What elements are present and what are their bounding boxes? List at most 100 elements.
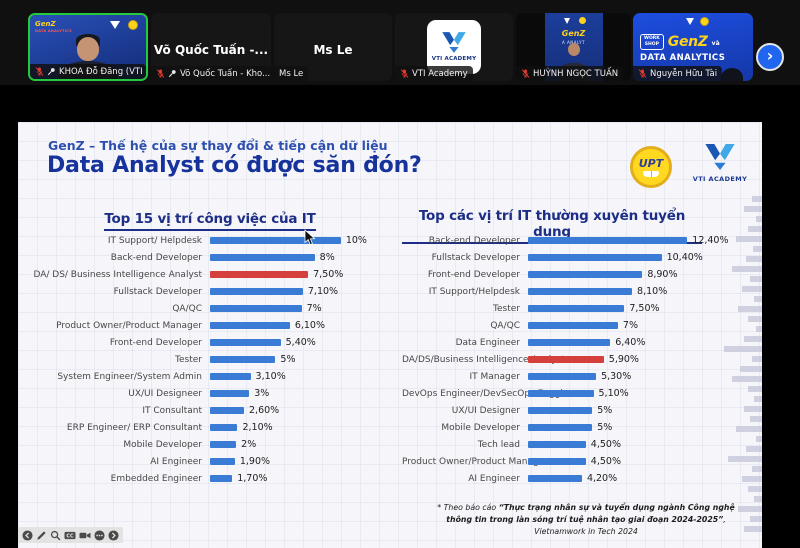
participant-name: KHOA Đỗ Đăng (VTI ...	[59, 66, 146, 77]
chart-row: IT Consultant 2,60%	[32, 402, 388, 419]
chart-row: QA/QC 7%	[402, 317, 758, 334]
bar	[210, 305, 302, 312]
value-label: 6,10%	[294, 320, 325, 331]
category-label: IT Consultant	[142, 405, 202, 416]
muted-mic-icon	[156, 69, 165, 78]
bar	[210, 339, 281, 346]
camera-icon[interactable]	[79, 530, 91, 541]
svg-text:CC: CC	[66, 533, 74, 539]
next-participants-button[interactable]: ›	[756, 43, 784, 71]
muted-mic-icon	[35, 67, 44, 76]
value-label: 5%	[597, 405, 613, 416]
pin-icon	[47, 68, 55, 76]
bar	[210, 237, 341, 244]
backdrop-brand-subtext: DATA ANALYTICS	[35, 29, 72, 33]
category-label: IT Support/Helpdesk	[428, 286, 520, 297]
category-label: Product Owner/Product Manager	[402, 456, 548, 467]
banner-va-text: và	[711, 40, 720, 47]
pen-icon[interactable]	[36, 530, 47, 541]
bar	[528, 475, 582, 482]
forward-icon[interactable]	[108, 529, 119, 541]
chart-row: Fullstack Developer 7,10%	[32, 283, 388, 300]
bar	[528, 424, 593, 431]
attendee-head-silhouette	[721, 68, 743, 81]
category-label: Product Owner/Product Manager	[56, 320, 202, 331]
more-icon[interactable]	[94, 529, 105, 541]
vti-academy-logo: VTI ACADEMY	[688, 144, 752, 183]
value-label: 12,40%	[692, 235, 729, 246]
category-label: Mobile Developer	[123, 439, 202, 450]
cc-icon[interactable]: CC	[64, 530, 76, 541]
slide-kicker: GenZ – Thế hệ của sự thay đổi & tiếp cận…	[48, 138, 388, 153]
chart-row: DA/ DS/ Business Intelligence Analyst 7,5…	[32, 266, 388, 283]
zoom-icon[interactable]	[50, 530, 61, 541]
upt-logo: UPT	[630, 146, 672, 188]
value-label: 3%	[254, 388, 270, 399]
value-label: 8,90%	[647, 269, 678, 280]
value-label: 7%	[306, 303, 322, 314]
bar	[210, 356, 276, 363]
value-label: 2,60%	[249, 405, 280, 416]
value-label: 5%	[597, 422, 613, 433]
chart-rows: Back-end Developer 12,40% Fullstack Develo…	[402, 232, 758, 487]
chart-row: QA/QC 7%	[32, 300, 388, 317]
category-label: DevOps Engineer/DevSecOps Enggineer	[402, 388, 584, 399]
presenter-face	[77, 37, 99, 61]
value-label: 5,30%	[601, 371, 632, 382]
value-label: 1,70%	[237, 473, 268, 484]
bar	[528, 373, 597, 380]
category-label: Tester	[493, 303, 520, 314]
bar	[210, 458, 235, 465]
value-label: 4,50%	[590, 439, 621, 450]
value-label: 4,20%	[586, 473, 618, 484]
backdrop-brand-text: GenZ	[35, 20, 56, 28]
chart-title: Top 15 vị trí công việc của IT	[104, 211, 316, 231]
vti-logo-icon	[442, 32, 466, 53]
bar	[528, 322, 618, 329]
chart-row: Product Owner/Product Manager 4,50%	[402, 453, 758, 470]
bar	[210, 424, 238, 431]
vti-logo-text: VTI ACADEMY	[431, 56, 477, 62]
value-label: 7,50%	[629, 303, 660, 314]
participant-tile-nguyen-huu-tai[interactable]: WORK SHOP GenZ và DATA ANALYTICS Nguyễn H…	[633, 13, 753, 81]
value-label: 8,10%	[637, 286, 668, 297]
chart-row: Data Engineer 6,40%	[402, 334, 758, 351]
bar	[210, 475, 233, 482]
chart-row: DevOps Engineer/DevSecOps Enggineer 5,10%	[402, 385, 758, 402]
bar	[528, 288, 633, 295]
backdrop-brand-text: GenZ	[561, 29, 586, 38]
vti-mini-logo-icon	[564, 18, 571, 24]
chart-row: UX/UI Designeer 3%	[32, 385, 388, 402]
category-label: IT Manager	[469, 371, 520, 382]
vti-logo-icon	[705, 144, 735, 170]
participant-tile-vti-academy[interactable]: VTI ACADEMY VTI Academy	[395, 13, 513, 81]
category-label: Tech lead	[477, 439, 520, 450]
book-icon	[643, 170, 659, 177]
participant-tile-ms-le[interactable]: Ms Le Ms Le	[274, 13, 392, 81]
participant-center-name: Võ Quốc Tuấn -...	[153, 43, 269, 57]
participant-tile-vo-quoc-tuan[interactable]: Võ Quốc Tuấn -... Võ Quốc Tuấn - Kho...	[151, 13, 271, 81]
chart-row: Tech lead 4,50%	[402, 436, 758, 453]
chart-row: Back-end Developer 12,40%	[402, 232, 758, 249]
bar	[528, 305, 625, 312]
bar	[528, 441, 586, 448]
participant-name: HUỲNH NGỌC TUẤN	[533, 68, 619, 79]
value-label: 5%	[280, 354, 296, 365]
decorative-bar-pattern	[702, 196, 762, 544]
back-icon[interactable]	[22, 529, 33, 541]
participant-tile-huynh-ngoc-tuan[interactable]: GenZ A ANALYT HUỲNH NGỌC TUẤN	[516, 13, 631, 81]
presentation-slide: GenZ – Thế hệ của sự thay đổi & tiếp cận…	[18, 122, 762, 548]
participant-name-chip: Nguyễn Hữu Tài	[633, 66, 723, 81]
workshop-badge: WORK SHOP	[640, 34, 664, 50]
value-label: 8%	[319, 252, 335, 263]
participant-tile-khoa[interactable]: GenZ DATA ANALYTICS KHOA Đỗ Đăng (VTI ..…	[28, 13, 148, 81]
bar	[528, 458, 586, 465]
pin-icon	[168, 70, 176, 78]
chart-row: IT Support/ Helpdesk 10%	[32, 232, 388, 249]
bar	[210, 288, 303, 295]
category-label: Tester	[175, 354, 202, 365]
category-label: Data Engineer	[455, 337, 520, 348]
bar	[210, 322, 290, 329]
chart-row: Product Owner/Product Manager 6,10%	[32, 317, 388, 334]
